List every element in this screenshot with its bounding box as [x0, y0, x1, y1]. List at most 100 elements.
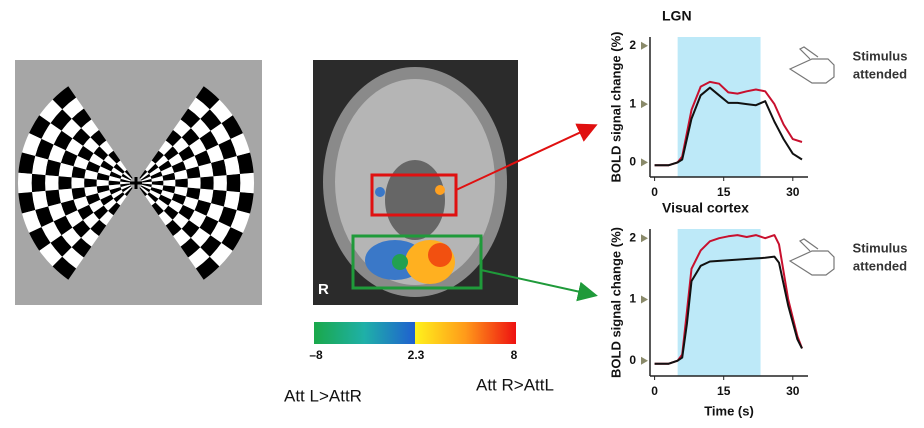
checker-cell — [199, 130, 219, 151]
checker-cell — [89, 153, 104, 167]
checker-cell — [209, 242, 233, 267]
checker-cell — [162, 185, 176, 194]
checker-cell — [96, 179, 109, 187]
stimulus-period — [677, 37, 761, 177]
checker-cell — [198, 188, 214, 204]
y-axis-label: BOLD signal change (%) — [608, 32, 623, 183]
checker-cell — [113, 163, 125, 174]
checker-cell — [147, 192, 159, 203]
checker-cell — [240, 172, 255, 194]
checker-cell — [96, 185, 110, 194]
checker-cell — [139, 187, 148, 197]
checker-cell — [18, 152, 36, 174]
checker-cell — [158, 140, 173, 156]
annotation: Stimulus — [853, 240, 908, 255]
checker-cell — [140, 173, 151, 181]
checker-cell — [163, 179, 176, 187]
checker-cell — [147, 163, 159, 174]
checker-cell — [97, 190, 112, 200]
chart-title: Visual cortex — [662, 200, 749, 216]
checker-cell — [111, 167, 123, 177]
checker-cell — [168, 153, 183, 167]
checker-cell — [103, 198, 117, 211]
checker-cell — [83, 137, 100, 154]
checker-cell — [195, 86, 220, 110]
colorbar-label: –8 — [309, 348, 323, 362]
checker-cell — [84, 169, 98, 180]
checker-cell — [181, 220, 200, 238]
checker-cell — [181, 128, 200, 146]
checker-cell — [109, 171, 122, 179]
checker-cell — [174, 186, 188, 197]
checker-cell — [187, 177, 201, 189]
checker-cell — [53, 215, 73, 236]
checker-cell — [140, 186, 150, 195]
checker-cell — [62, 247, 84, 269]
y-tick — [641, 234, 648, 243]
y-tick — [641, 295, 648, 304]
cortex-roi — [351, 234, 483, 290]
checker-cell — [223, 156, 240, 176]
checker-cell — [158, 194, 172, 206]
checker-cell — [218, 138, 237, 160]
x-tick-label: 30 — [786, 185, 800, 199]
checker-cell — [31, 173, 46, 193]
checker-cell — [210, 123, 231, 145]
checker-cell — [48, 203, 66, 222]
checker-cell — [50, 109, 72, 131]
checker-cell — [35, 138, 54, 160]
annotation: attended — [853, 258, 907, 273]
checker-cell — [223, 190, 240, 210]
checker-cell — [39, 99, 63, 124]
checker-cell — [188, 97, 210, 119]
checker-cell — [122, 186, 132, 195]
checker-cell — [194, 199, 212, 216]
checker-cell — [100, 160, 114, 172]
y-tick-label: 1 — [629, 292, 636, 306]
checker-cell — [60, 150, 78, 167]
arrow — [480, 269, 598, 302]
checker-cell — [173, 228, 191, 247]
checker-cell — [65, 210, 83, 228]
checker-cell — [186, 166, 201, 179]
checker-cell — [189, 138, 207, 156]
pointing-hand — [788, 46, 835, 84]
checker-cell — [108, 180, 121, 186]
checker-cell — [32, 156, 49, 176]
colorbar — [314, 322, 516, 344]
checker-cell — [61, 118, 82, 139]
checker-cell — [190, 118, 211, 139]
checker-cell — [97, 166, 112, 176]
checker-cell — [221, 227, 243, 251]
checker-cell — [121, 173, 132, 181]
x-tick-label: 30 — [786, 384, 800, 398]
checker-cell — [162, 172, 176, 181]
x-tick-label: 15 — [717, 384, 731, 398]
stimulus-period — [677, 229, 761, 376]
checker-cell — [32, 190, 49, 210]
arrow — [455, 123, 598, 191]
checker-cell — [58, 188, 74, 204]
checker-cell — [85, 161, 101, 173]
checker-cell — [77, 145, 94, 162]
checker-cell — [65, 138, 83, 156]
checker-cell — [180, 108, 201, 129]
checker-cell — [116, 160, 127, 172]
checker-cell — [84, 186, 98, 197]
checker-cell — [113, 192, 125, 203]
checker-cell — [108, 202, 121, 216]
checker-cell — [145, 194, 156, 206]
checker-cell — [190, 227, 211, 248]
checker-cell — [22, 210, 42, 233]
activation-blob — [392, 254, 408, 270]
checker-cell — [151, 180, 164, 186]
checker-cell — [188, 247, 210, 269]
checker-cell — [158, 160, 172, 172]
checker-cell — [165, 130, 182, 147]
checker-cell — [195, 256, 220, 280]
ventricle — [385, 160, 445, 240]
checker-cell — [194, 150, 212, 167]
checker-cell — [145, 160, 156, 172]
checker-cell — [81, 228, 99, 247]
checker-cell — [45, 175, 59, 191]
